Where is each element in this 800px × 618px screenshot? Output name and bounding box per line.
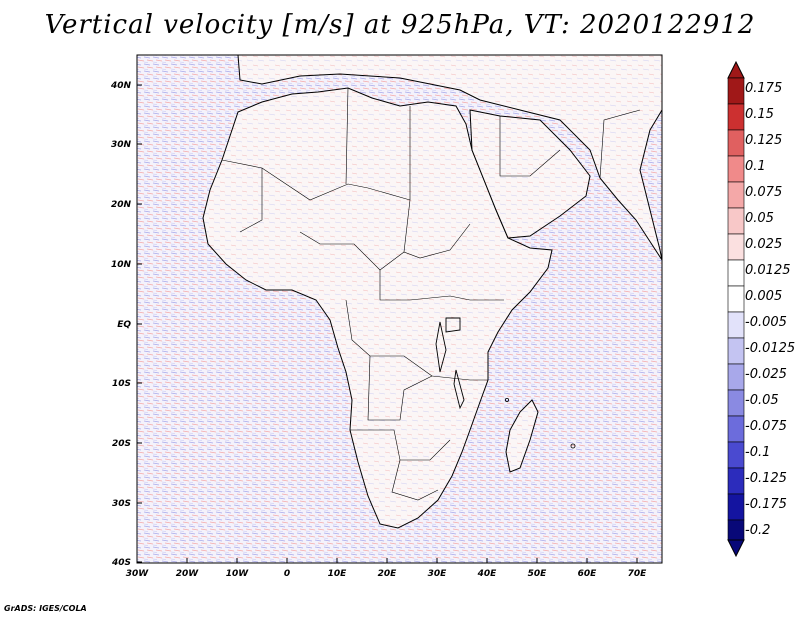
cb-seg-14: [727, 441, 745, 469]
colorbar-bottom-arrow: [727, 539, 745, 558]
colorbar-top-arrow: [727, 60, 745, 79]
lon-tick-5: 20E: [378, 558, 398, 579]
cb-label-0: 0.175: [745, 81, 782, 96]
cb-label-17: -0.2: [745, 523, 770, 538]
lon-axis: 30W 20W 10W 0 10E 20E 30E 40E 50E 60E 70…: [126, 558, 647, 579]
lon-label-3: 0: [284, 569, 290, 579]
chart-title: Vertical velocity [m/s] at 925hPa, VT: 2…: [44, 10, 756, 40]
lon-tick-7: 40E: [477, 558, 498, 579]
lat-label-8: 40S: [111, 558, 131, 568]
grads-credit: GrADS: IGES/COLA: [4, 604, 87, 613]
lon-label-6: 30E: [428, 569, 448, 579]
island: [504, 397, 509, 402]
lon-tick-9: 60E: [578, 558, 598, 579]
lat-label-3: 10N: [111, 260, 132, 270]
cb-seg-1: [727, 103, 745, 131]
lon-label-0: 30W: [126, 569, 150, 579]
cb-label-2: 0.125: [745, 133, 782, 148]
lat-label-4: EQ: [117, 320, 131, 330]
lat-label-1: 30N: [111, 140, 132, 150]
cb-seg-11: [727, 363, 745, 391]
cb-label-14: -0.1: [745, 445, 770, 460]
cb-seg-9: [727, 311, 745, 339]
cb-label-10: -0.0125: [745, 341, 795, 356]
lon-tick-4: 10E: [328, 558, 348, 579]
lon-label-5: 20E: [378, 569, 398, 579]
map-frame: [136, 54, 663, 564]
cb-label-1: 0.15: [745, 107, 774, 122]
cb-label-15: -0.125: [745, 471, 787, 486]
cb-seg-16: [727, 493, 745, 521]
lon-tick-3: 0: [284, 558, 290, 579]
lake-tanganyika: [435, 321, 447, 373]
cb-seg-15: [727, 467, 745, 495]
lon-tick-1: 20W: [176, 558, 200, 579]
island: [570, 443, 576, 449]
lon-label-8: 50E: [528, 569, 548, 579]
cb-seg-2: [727, 129, 745, 157]
cb-label-11: -0.025: [745, 367, 787, 382]
lat-tick-1: 30N: [111, 140, 142, 150]
lat-tick-0: 40N: [110, 81, 142, 91]
cb-seg-7: [727, 259, 745, 287]
colorbar-labels: 0.175 0.15 0.125 0.1 0.075 0.05 0.025 0.…: [745, 81, 795, 538]
lon-label-10: 70E: [628, 569, 648, 579]
lon-tick-10: 70E: [628, 558, 648, 579]
cb-label-4: 0.075: [745, 185, 782, 200]
lon-tick-8: 50E: [528, 558, 548, 579]
madagascar: [505, 399, 539, 473]
cb-seg-10: [727, 337, 745, 365]
cb-seg-8: [727, 285, 745, 313]
cb-label-12: -0.05: [745, 393, 779, 408]
lon-label-4: 10E: [328, 569, 348, 579]
lake-malawi: [453, 369, 465, 410]
europe-asia: [237, 55, 662, 261]
lat-label-0: 40N: [110, 81, 132, 91]
lat-axis: 40N 30N 20N 10N EQ 10S 20S 30S 40S: [110, 81, 142, 568]
cb-seg-0: [727, 77, 745, 105]
lon-label-7: 40E: [477, 569, 498, 579]
cb-seg-3: [727, 155, 745, 183]
lat-tick-4: EQ: [117, 320, 142, 330]
lon-tick-2: 10W: [226, 558, 250, 579]
lat-label-2: 20N: [111, 200, 132, 210]
lon-tick-0: 30W: [126, 558, 150, 579]
lat-tick-7: 30S: [112, 499, 142, 509]
lat-tick-8: 40S: [111, 558, 142, 568]
cb-label-6: 0.025: [745, 237, 782, 252]
lon-tick-6: 30E: [428, 558, 448, 579]
lat-tick-3: 10N: [111, 260, 142, 270]
lat-tick-2: 20N: [111, 200, 142, 210]
cb-seg-12: [727, 389, 745, 417]
africa-landmass: [202, 87, 553, 529]
cb-seg-5: [727, 207, 745, 235]
cb-label-5: 0.05: [745, 211, 774, 226]
colorbar: 0.175 0.15 0.125 0.1 0.075 0.05 0.025 0.…: [727, 60, 795, 558]
lon-label-2: 10W: [226, 569, 250, 579]
cb-seg-6: [727, 233, 745, 261]
lake-victoria: [445, 317, 461, 333]
cb-seg-13: [727, 415, 745, 443]
colorbar-segments: [727, 77, 745, 541]
cb-label-7: 0.0125: [745, 263, 791, 278]
lat-label-7: 30S: [112, 499, 131, 509]
lat-label-6: 20S: [112, 439, 131, 449]
cb-label-16: -0.175: [745, 497, 787, 512]
lon-label-1: 20W: [176, 569, 200, 579]
cb-label-8: 0.005: [745, 289, 782, 304]
lat-tick-5: 10S: [112, 379, 142, 389]
cb-label-13: -0.075: [745, 419, 787, 434]
country-borders: [221, 87, 641, 501]
cb-seg-4: [727, 181, 745, 209]
cb-label-9: -0.005: [745, 315, 787, 330]
lat-label-5: 10S: [112, 379, 131, 389]
map-panel: [136, 54, 663, 564]
cb-label-3: 0.1: [745, 159, 766, 174]
cb-seg-17: [727, 519, 745, 541]
lat-tick-6: 20S: [112, 439, 142, 449]
lon-label-9: 60E: [578, 569, 598, 579]
